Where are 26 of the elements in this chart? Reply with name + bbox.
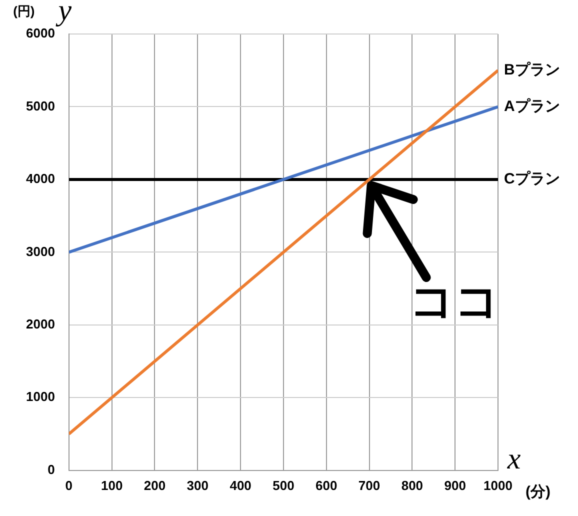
text: y bbox=[55, 0, 72, 27]
x-axis-title: (分) bbox=[526, 484, 550, 501]
x-tick-label: 1000 bbox=[484, 478, 512, 493]
series-label: Cプラン bbox=[504, 170, 560, 188]
x-tick-label: 900 bbox=[444, 478, 466, 493]
y-tick-label: 3000 bbox=[26, 244, 55, 259]
text: x bbox=[506, 442, 522, 476]
series-label: Bプラン bbox=[504, 62, 560, 79]
x-tick-label: 0 bbox=[65, 478, 73, 493]
x-tick-label: 700 bbox=[358, 478, 380, 493]
y-tick-label: 6000 bbox=[26, 26, 55, 41]
y-axis-title: (円) bbox=[13, 4, 35, 19]
annotation: ココ bbox=[409, 276, 500, 327]
x-tick-label: 300 bbox=[186, 478, 208, 493]
y-tick-label: 2000 bbox=[26, 316, 55, 332]
x-tick-label: 600 bbox=[316, 478, 338, 493]
x-tick-label: 200 bbox=[144, 478, 166, 493]
y-tick-label: 1000 bbox=[26, 389, 55, 404]
series-label: Aプラン bbox=[504, 98, 560, 115]
y-tick-label: 0 bbox=[48, 462, 55, 477]
y-tick-label: 4000 bbox=[26, 171, 55, 186]
x-tick-label: 100 bbox=[100, 478, 123, 493]
x-tick-label: 500 bbox=[272, 478, 294, 493]
y-tick-label: 5000 bbox=[26, 98, 55, 114]
x-tick-label: 400 bbox=[230, 478, 252, 493]
x-tick-label: 800 bbox=[401, 478, 424, 493]
